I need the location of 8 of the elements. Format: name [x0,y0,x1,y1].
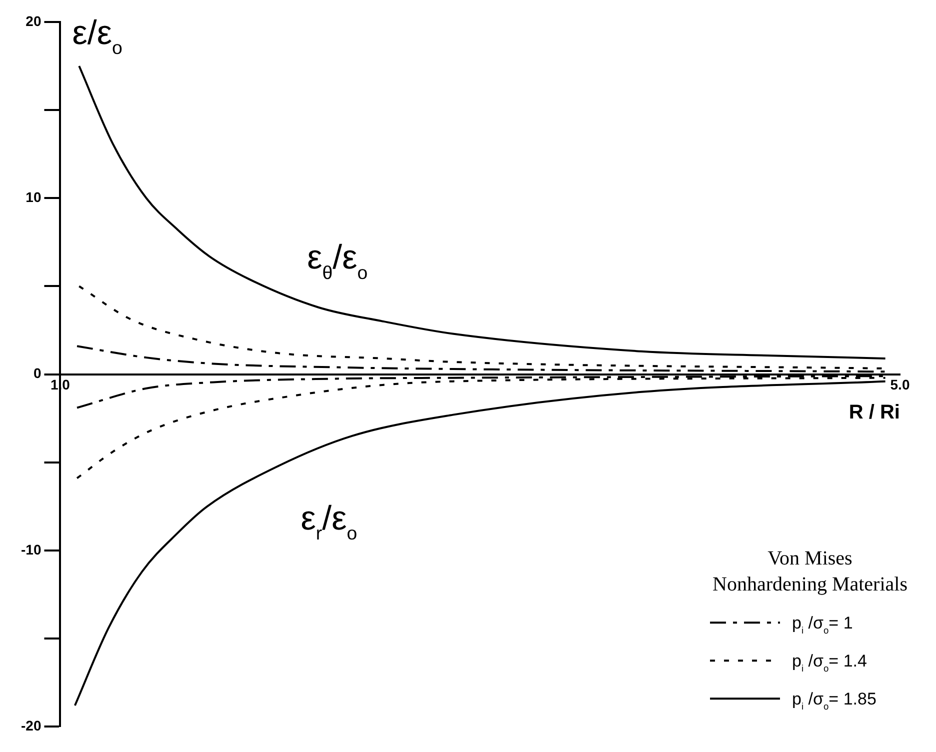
y-tick-label: 0 [33,365,42,382]
y-tick-label: -20 [21,717,42,734]
x-axis-title: R / Ri [848,402,900,424]
y-tick-label: -10 [21,541,42,558]
y-tick-label: 20 [26,12,42,29]
y-tick-label: 10 [26,189,42,206]
x-tick-label: 5.0 [890,376,910,393]
legend-title: Von Mises Nonhardening Materials [712,548,908,596]
